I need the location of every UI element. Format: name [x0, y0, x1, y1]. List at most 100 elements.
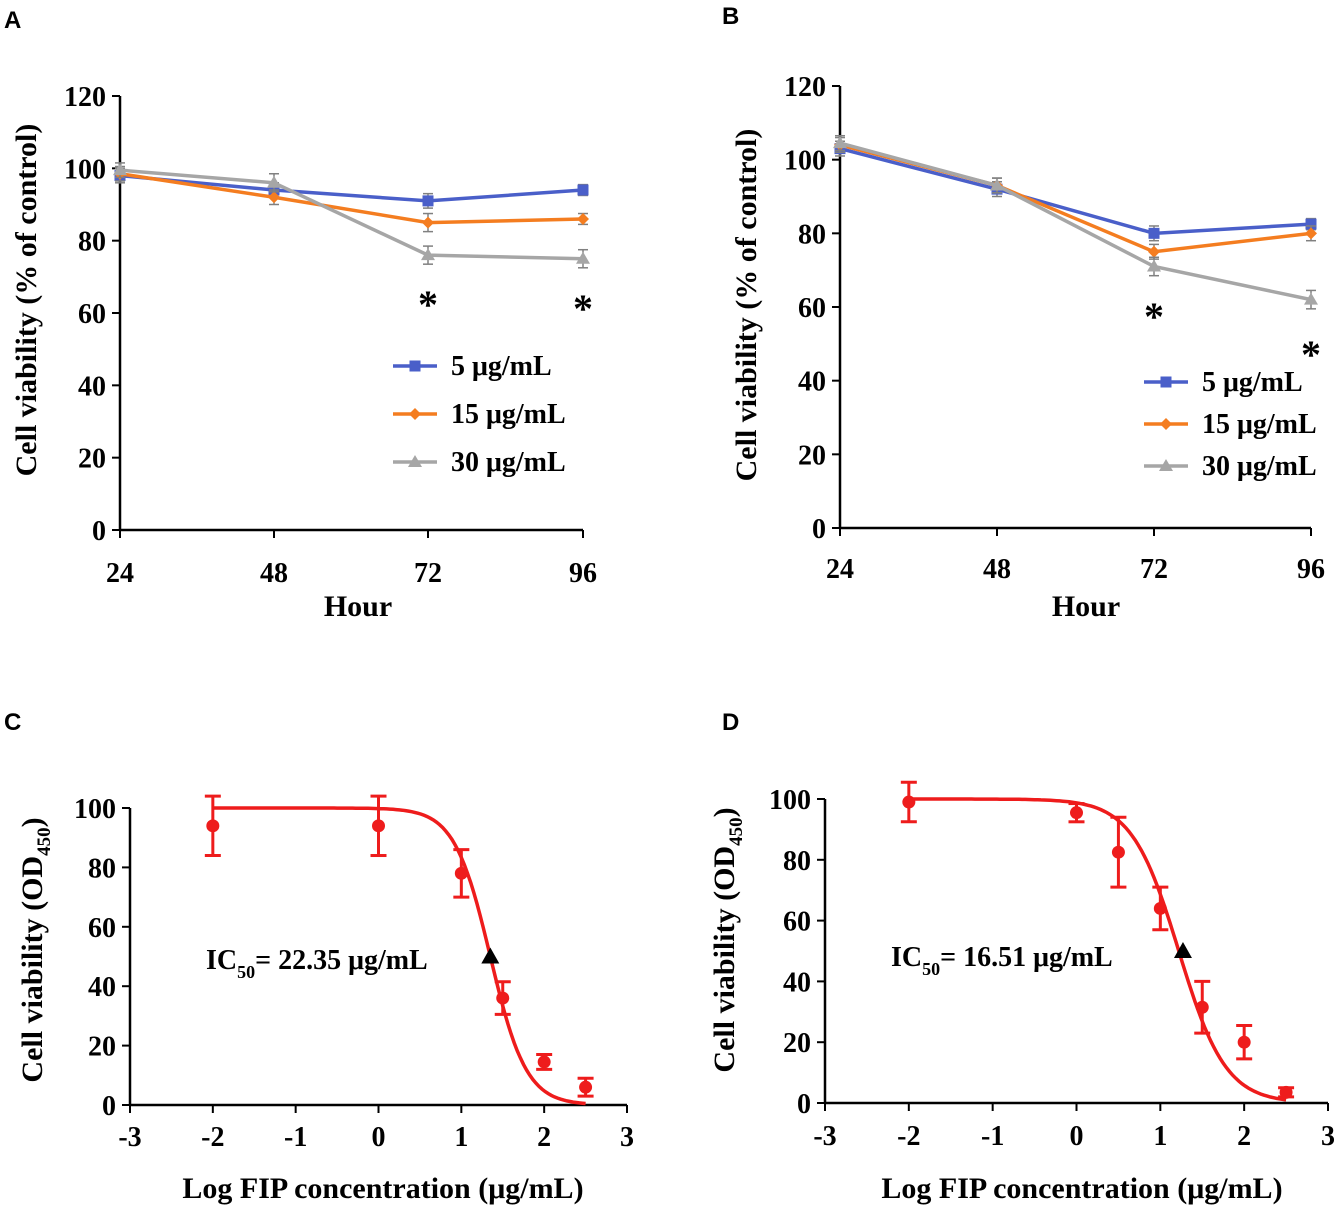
y-tick-label: 0	[812, 514, 826, 545]
x-tick-label: 3	[620, 1122, 634, 1153]
y-axis-title: Cell viability (OD450)	[16, 817, 55, 1082]
y-axis-title: Cell viability (% of control)	[730, 129, 763, 482]
y-tick-label: 60	[78, 299, 106, 330]
legend: 5 μg/mL 15 μg/mL 30 μg/mL	[1144, 367, 1317, 482]
series-line	[839, 141, 1312, 302]
y-tick-label: 0	[92, 516, 106, 547]
data-point	[579, 1080, 593, 1094]
y-tick-label: 80	[798, 219, 826, 250]
data-point	[1195, 1000, 1209, 1014]
data-point	[454, 866, 468, 880]
data-point	[833, 136, 847, 149]
legend-label: 15 μg/mL	[451, 399, 566, 430]
y-axis-title-main: Cell viability (OD	[708, 846, 741, 1073]
y-axis-title-subscript: 450	[726, 817, 747, 846]
data-point-group	[900, 780, 917, 824]
legend-label: 5 μg/mL	[451, 351, 552, 382]
data-point	[268, 191, 280, 204]
y-tick-label: 60	[798, 293, 826, 324]
x-axis-title: Hour	[324, 590, 392, 623]
y-tick-label: 20	[88, 1032, 116, 1063]
data-point	[1147, 259, 1161, 272]
data-point	[1070, 806, 1083, 820]
y-tick-label: 100	[784, 146, 826, 177]
data-point	[577, 184, 589, 196]
data-point	[1304, 292, 1318, 305]
panel-d: D 0 20 40 60 80 100 -3 -2 -1 0 1 2 3 Log FIP concentra…	[708, 709, 1335, 1205]
legend-label: 15 μg/mL	[1202, 409, 1317, 440]
series-3	[113, 162, 590, 269]
x-tick-label: 1	[1153, 1121, 1167, 1152]
data-point	[1305, 218, 1317, 230]
data-point	[902, 795, 916, 809]
legend-swatch-marker	[408, 455, 422, 467]
ic50-marker	[1173, 942, 1192, 958]
legend-swatch-marker	[1160, 418, 1172, 430]
x-tick-label: 48	[983, 554, 1011, 585]
ic50-marker	[481, 947, 500, 964]
panel-letter: B	[722, 3, 739, 30]
y-axis-title-end: )	[708, 807, 741, 817]
series-line	[839, 146, 1312, 236]
data-point	[113, 163, 127, 176]
y-tick-label: 100	[64, 154, 106, 185]
y-tick-label: 80	[88, 853, 116, 884]
data-point-group	[1152, 885, 1169, 932]
y-tick-label: 20	[783, 1028, 811, 1059]
x-tick-label: 72	[414, 558, 442, 589]
significance-star: *	[573, 286, 593, 331]
ic50-annotation: IC50= 16.51 μg/mL	[891, 942, 1113, 979]
x-tick-label: -2	[201, 1122, 224, 1153]
x-axis-title: Log FIP concentration (μg/mL)	[182, 1172, 583, 1205]
y-tick-label: 100	[769, 785, 811, 816]
y-tick-label: 80	[78, 227, 106, 258]
panel-b: B 0 20 40 60 80 100 120 24 48 72 96 Hour Cell viabili…	[722, 3, 1325, 623]
data-point-group	[1236, 1023, 1253, 1061]
legend-swatch-marker	[409, 360, 421, 372]
y-tick-label: 60	[783, 907, 811, 938]
y-axis-title: Cell viability (% of control)	[10, 124, 43, 477]
data-point	[1148, 227, 1160, 239]
ic50-prefix: IC	[891, 942, 922, 973]
x-tick-label: -1	[981, 1121, 1004, 1152]
x-tick-label: 3	[1321, 1121, 1335, 1152]
data-point-group	[370, 794, 387, 858]
series-3	[833, 134, 1318, 310]
significance-star: *	[418, 282, 438, 327]
panel-letter: A	[4, 7, 21, 34]
x-tick-label: 24	[826, 554, 854, 585]
data-point	[537, 1055, 551, 1069]
data-point	[372, 819, 385, 833]
data-point-group	[577, 1076, 594, 1098]
y-axis-title-subscript: 450	[34, 827, 55, 856]
data-point-group	[1194, 979, 1211, 1035]
y-tick-label: 120	[64, 82, 106, 113]
ic50-prefix: IC	[206, 945, 237, 976]
y-tick-label: 40	[798, 367, 826, 398]
data-point	[1153, 901, 1167, 915]
x-tick-label: -3	[118, 1122, 141, 1153]
x-tick-label: 0	[1070, 1121, 1084, 1152]
y-tick-label: 100	[74, 794, 116, 825]
ic50-subscript: 50	[922, 959, 940, 979]
x-tick-label: 72	[1140, 554, 1168, 585]
data-point	[1148, 245, 1160, 258]
x-tick-label: 1	[454, 1122, 468, 1153]
legend-label: 30 μg/mL	[1202, 451, 1317, 482]
legend-label: 5 μg/mL	[1202, 367, 1303, 398]
y-axis-title-end: )	[16, 817, 49, 827]
data-point	[1305, 227, 1317, 240]
x-tick-label: 0	[372, 1122, 386, 1153]
ic50-subscript: 50	[237, 962, 255, 982]
data-point	[421, 248, 435, 261]
data-point-group	[1278, 1085, 1295, 1099]
legend-swatch-marker	[409, 408, 421, 420]
x-tick-label: 2	[1237, 1121, 1251, 1152]
legend-swatch-marker	[1159, 459, 1173, 471]
panel-letter: C	[4, 709, 21, 736]
data-point-group	[1110, 815, 1127, 889]
data-point	[577, 212, 589, 225]
series-2	[834, 136, 1317, 260]
x-axis-title: Hour	[1052, 590, 1120, 623]
y-tick-label: 40	[783, 967, 811, 998]
